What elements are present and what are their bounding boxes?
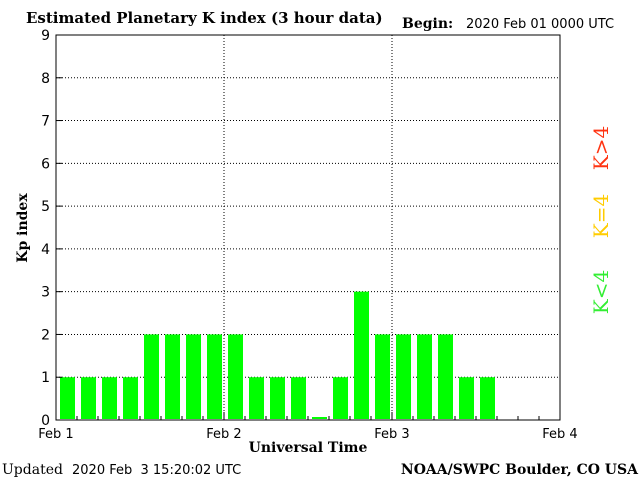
y-tick-label: 5 [41, 199, 50, 215]
kp-bar [354, 291, 369, 419]
kp-bar [480, 377, 495, 419]
y-tick-label: 0 [41, 413, 50, 429]
x-tick-label: Feb 2 [206, 427, 241, 442]
y-tick-label: 2 [41, 327, 50, 343]
y-tick-label: 4 [41, 242, 50, 258]
chart-title: Estimated Planetary K index (3 hour data… [26, 9, 383, 27]
kp-bar [186, 334, 201, 419]
kp-bar [312, 417, 327, 419]
kp-bar [270, 377, 285, 419]
kp-bar [333, 377, 348, 419]
y-tick-label: 3 [41, 285, 50, 301]
y-tick-label: 6 [41, 156, 50, 172]
legend-k-lt-4: K<4 [589, 270, 613, 314]
kp-bar [144, 334, 159, 419]
kp-bar [228, 334, 243, 419]
kp-bar [417, 334, 432, 419]
y-tick-label: 8 [41, 71, 50, 87]
legend-k-gt-4: K>4 [589, 126, 613, 170]
kp-bar [123, 377, 138, 419]
y-tick-label: 1 [41, 370, 50, 386]
kp-bar [81, 377, 96, 419]
kp-bar [375, 334, 390, 419]
kp-bar [459, 377, 474, 419]
y-axis: 0 1 2 3 4 5 6 7 8 9 [41, 28, 62, 429]
begin-label: Begin: [402, 16, 453, 32]
kp-bars [60, 291, 495, 419]
x-axis: Feb 1 Feb 2 Feb 3 Feb 4 [38, 412, 578, 442]
kp-bar [207, 334, 222, 419]
kp-bar [60, 377, 75, 419]
source-credit: NOAA/SWPC Boulder, CO USA [401, 462, 639, 478]
legend-k-eq-4: K=4 [589, 194, 613, 238]
kp-bar [165, 334, 180, 419]
x-tick-label: Feb 1 [38, 427, 73, 442]
x-axis-label: Universal Time [249, 440, 368, 456]
y-axis-label: Kp index [15, 193, 31, 263]
kp-bar [438, 334, 453, 419]
x-tick-label: Feb 4 [542, 427, 577, 442]
y-tick-label: 7 [41, 114, 50, 130]
kp-bar [102, 377, 117, 419]
kp-bar [396, 334, 411, 419]
y-tick-label: 9 [41, 28, 50, 44]
kp-bar [249, 377, 264, 419]
gridlines [56, 35, 560, 420]
updated-value: 2020 Feb 3 15:20:02 UTC [72, 463, 241, 478]
updated-label: Updated [2, 462, 63, 478]
begin-value: 2020 Feb 01 0000 UTC [466, 17, 614, 32]
plot-frame [55, 34, 561, 421]
x-tick-label: Feb 3 [374, 427, 409, 442]
kp-bar [291, 377, 306, 419]
